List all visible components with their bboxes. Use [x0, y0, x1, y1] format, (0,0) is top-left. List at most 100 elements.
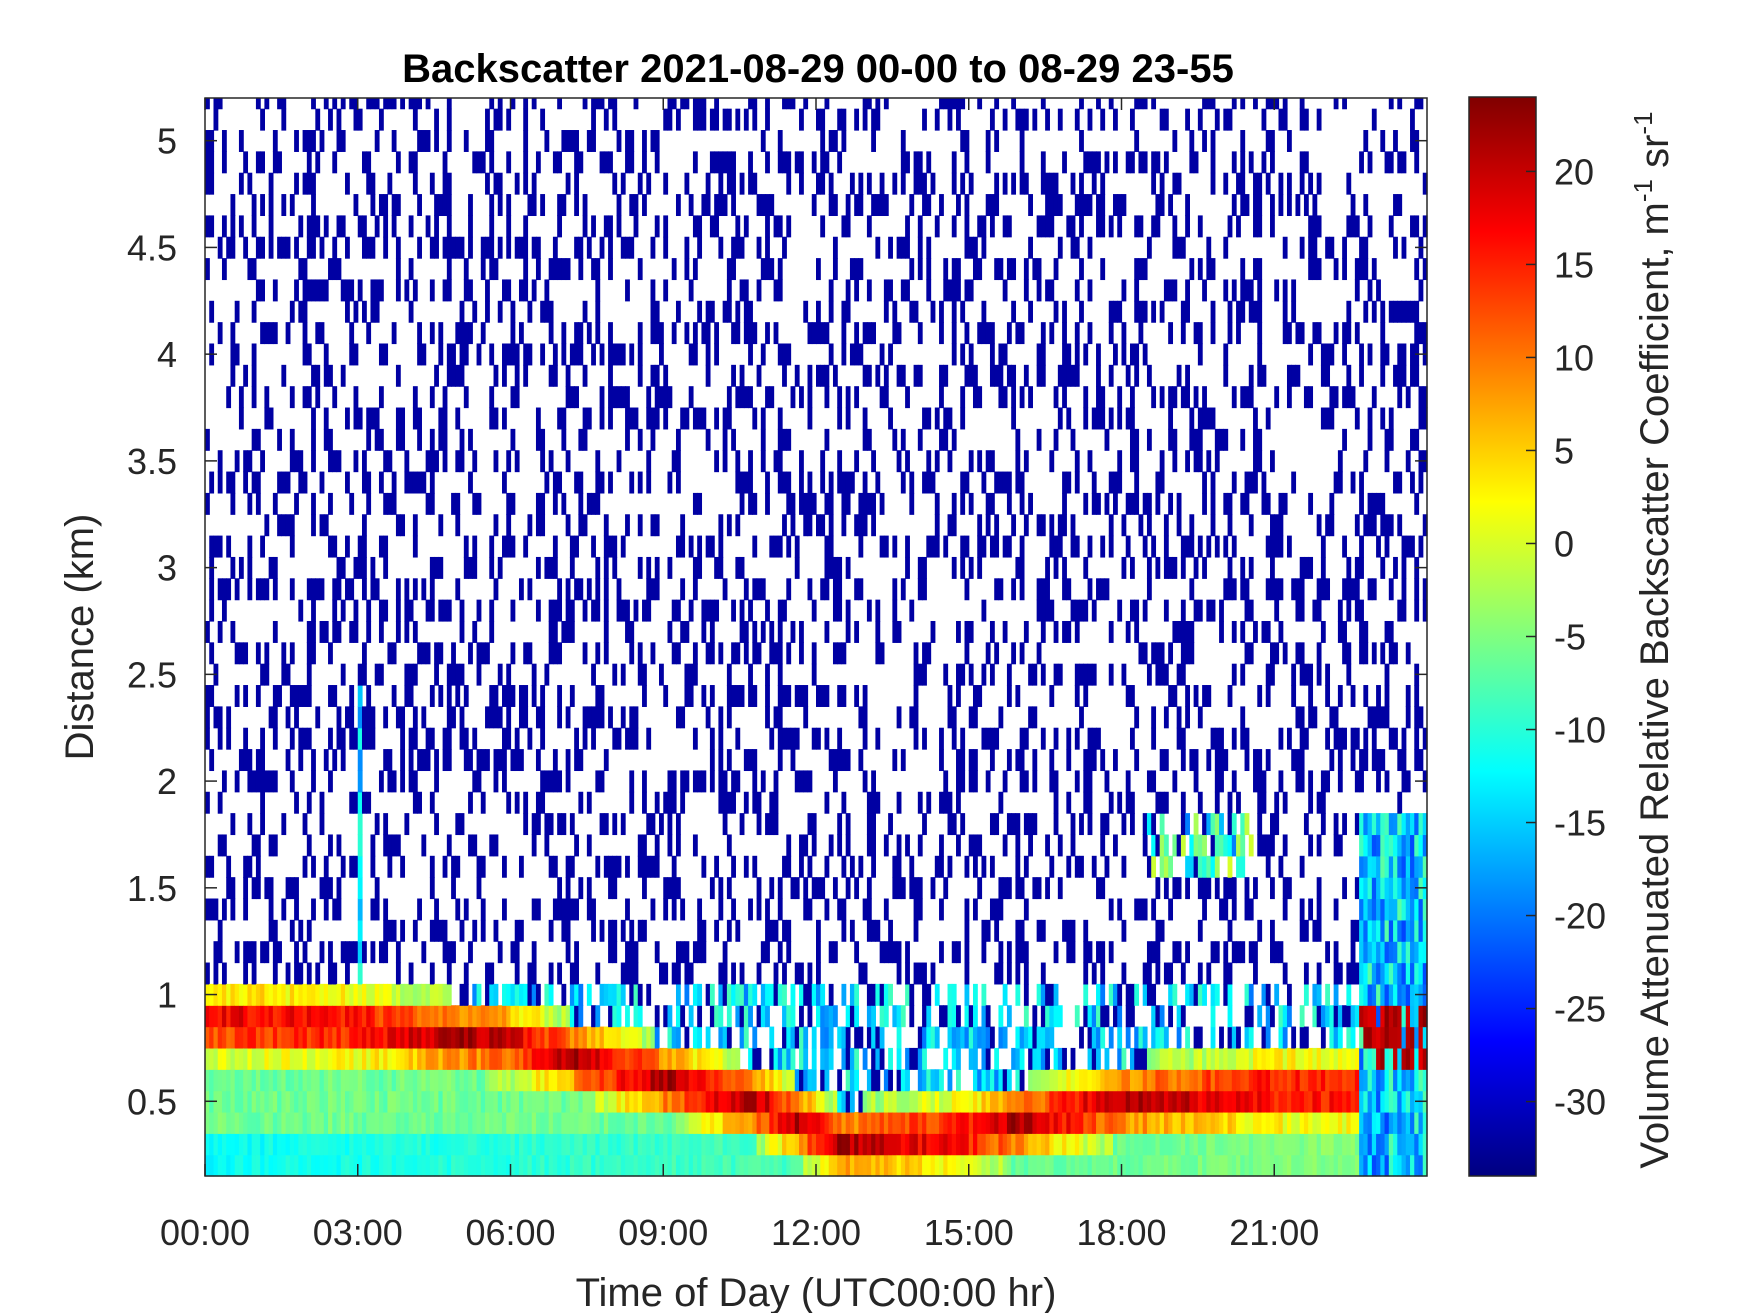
heatmap-cell [395, 236, 401, 259]
heatmap-cell [421, 1154, 427, 1177]
heatmap-cell [1155, 1090, 1161, 1113]
heatmap-cell [238, 1154, 244, 1177]
heatmap-cell [213, 1154, 219, 1177]
heatmap-cell [709, 642, 715, 665]
heatmap-cell [328, 685, 333, 707]
heatmap-cell [1108, 535, 1114, 558]
heatmap-cell [370, 300, 376, 323]
heatmap-cell [1151, 983, 1157, 1006]
heatmap-cell [353, 620, 359, 643]
heatmap-cell [675, 108, 681, 131]
heatmap-cell [298, 727, 304, 750]
heatmap-cell [468, 1090, 473, 1113]
heatmap-cell [824, 1005, 830, 1028]
heatmap-cell [714, 1154, 720, 1177]
heatmap-cell [264, 1154, 270, 1177]
heatmap-cell [353, 983, 359, 1006]
heatmap-cell [518, 983, 524, 1006]
heatmap-cell [1113, 1111, 1118, 1134]
heatmap-cell [972, 386, 978, 409]
heatmap-cell [1210, 1026, 1216, 1049]
heatmap-cell [960, 727, 966, 750]
heatmap-cell [298, 599, 304, 622]
heatmap-cell [591, 919, 596, 942]
heatmap-cell [671, 770, 677, 793]
heatmap-cell [1185, 450, 1190, 473]
heatmap-cell [765, 98, 770, 110]
heatmap-cell [951, 727, 957, 750]
heatmap-cell [489, 130, 495, 152]
heatmap-cell [1036, 1111, 1042, 1134]
heatmap-cell [977, 258, 983, 281]
heatmap-cell [769, 1133, 775, 1156]
heatmap-cell [748, 151, 753, 174]
heatmap-cell [468, 322, 473, 345]
heatmap-cell [811, 663, 817, 686]
heatmap-cell [608, 919, 613, 942]
heatmap-cell [459, 1111, 465, 1134]
heatmap-cell [476, 343, 482, 366]
heatmap-cell [1129, 1133, 1135, 1156]
heatmap-cell [205, 706, 210, 729]
heatmap-cell [832, 1133, 838, 1156]
heatmap-cell [438, 1047, 444, 1070]
heatmap-cell [820, 1026, 826, 1049]
heatmap-cell [514, 364, 520, 387]
heatmap-cell [799, 492, 804, 515]
heatmap-cell [1134, 492, 1140, 515]
heatmap-cell [548, 1154, 554, 1177]
heatmap-cell [790, 492, 796, 515]
heatmap-cell [395, 1090, 401, 1113]
heatmap-cell [1129, 1005, 1135, 1028]
heatmap-cell [1045, 172, 1050, 195]
heatmap-cell [582, 1133, 588, 1156]
heatmap-cell [875, 983, 881, 1006]
heatmap-cell [574, 194, 579, 217]
heatmap-cell [701, 855, 707, 878]
heatmap-cell [718, 1069, 724, 1092]
heatmap-cell [518, 685, 524, 707]
heatmap-cell [654, 1090, 660, 1113]
heatmap-cell [459, 983, 465, 1006]
heatmap-cell [574, 727, 579, 750]
heatmap-cell [1197, 791, 1203, 814]
heatmap-cell [612, 1047, 618, 1070]
heatmap-cell [1066, 919, 1072, 942]
heatmap-cell [743, 620, 749, 643]
heatmap-cell [221, 1111, 227, 1134]
heatmap-cell [451, 1005, 456, 1028]
heatmap-cell [234, 941, 240, 964]
heatmap-cell [714, 98, 720, 110]
heatmap-cell [459, 1026, 465, 1049]
heatmap-cell [544, 770, 550, 793]
heatmap-cell [595, 258, 601, 281]
heatmap-cell [1155, 642, 1161, 665]
heatmap-cell [1180, 300, 1186, 323]
heatmap-cell [994, 471, 1000, 494]
heatmap-cell [960, 1133, 966, 1156]
heatmap-cell [828, 492, 834, 515]
heatmap-cell [323, 98, 329, 110]
heatmap-cell [438, 919, 444, 942]
heatmap-cell [493, 1133, 499, 1156]
heatmap-cell [493, 1069, 499, 1092]
heatmap-cell [680, 898, 686, 921]
heatmap-cell [917, 428, 923, 451]
heatmap-cell [875, 642, 881, 665]
heatmap-cell [289, 877, 295, 900]
heatmap-cell [612, 108, 618, 131]
heatmap-cell [1032, 258, 1038, 281]
heatmap-cell [807, 1090, 813, 1113]
heatmap-cell [404, 1005, 410, 1028]
heatmap-cell [340, 727, 346, 750]
heatmap-cell [871, 1005, 876, 1028]
heatmap-cell [1079, 215, 1084, 238]
heatmap-cell [425, 1154, 431, 1177]
heatmap-cell [1108, 514, 1114, 537]
heatmap-cell [866, 834, 872, 857]
heatmap-cell [1062, 386, 1067, 409]
heatmap-cell [514, 1111, 520, 1134]
heatmap-cell [896, 855, 902, 878]
heatmap-cell [294, 1005, 299, 1028]
heatmap-cell [960, 172, 966, 195]
